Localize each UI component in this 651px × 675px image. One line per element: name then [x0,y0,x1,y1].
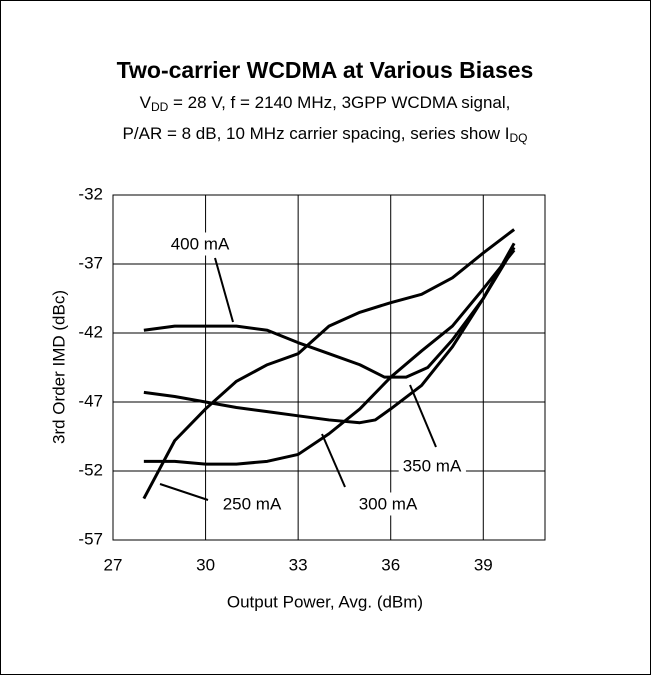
subtitle-part: P/AR = 8 dB, 10 MHz carrier spacing, ser… [123,124,510,143]
series-label-bg [166,232,234,256]
y-tick-label: -32 [78,184,103,203]
series-label: 350 mA [403,456,462,475]
chart-subtitle: P/AR = 8 dB, 10 MHz carrier spacing, ser… [123,124,528,144]
y-tick-label: -57 [78,529,103,548]
series-label: 250 mA [223,494,282,513]
y-tick-label: -37 [78,253,103,272]
y-tick-label: -52 [78,460,103,479]
series-line [142,228,516,500]
x-tick-label: 33 [289,555,308,574]
subscript: DQ [509,131,527,145]
subtitle-part: V [140,93,152,112]
series-label-bg [218,492,286,516]
label-leader [159,483,209,501]
x-tick-label: 27 [104,555,123,574]
y-tick-label: -47 [78,391,103,410]
subscript: DD [151,100,169,114]
series-label-bg [398,454,466,478]
label-leader [321,433,346,488]
x-tick-label: 30 [196,555,215,574]
series-label-bg [354,492,422,516]
series-line [143,242,516,379]
x-axis-label: Output Power, Avg. (dBm) [227,592,423,611]
subtitle-part: = 28 V, f = 2140 MHz, 3GPP WCDMA signal, [168,93,510,112]
y-tick-label: -42 [78,322,103,341]
x-tick-label: 39 [474,555,493,574]
y-axis-label: 3rd Order IMD (dBc) [49,290,68,444]
chart-title: Two-carrier WCDMA at Various Biases [117,57,534,83]
series-line [143,249,516,466]
series-label: 400 mA [171,234,230,253]
x-tick-label: 36 [381,555,400,574]
label-leader [214,257,234,323]
chart-subtitle: VDD = 28 V, f = 2140 MHz, 3GPP WCDMA sig… [140,93,511,113]
series-label: 300 mA [359,494,418,513]
label-leader [409,384,437,448]
